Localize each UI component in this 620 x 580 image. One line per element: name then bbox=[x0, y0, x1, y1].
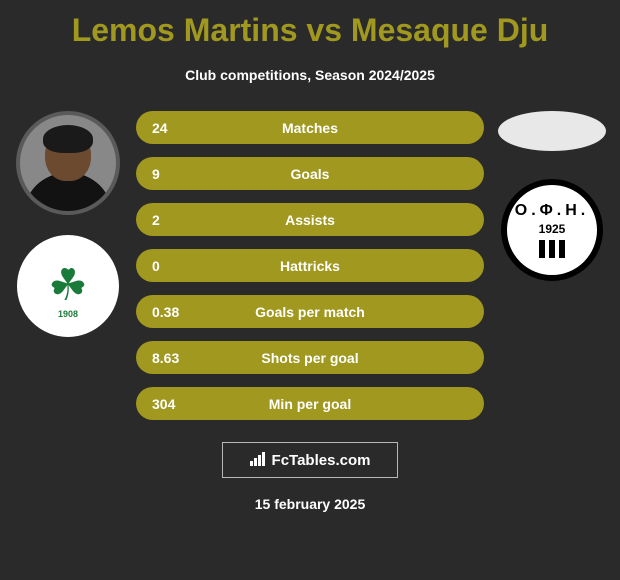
stat-row-goals: 9 Goals bbox=[136, 157, 484, 190]
stat-row-matches: 24 Matches bbox=[136, 111, 484, 144]
stat-row-hattricks: 0 Hattricks bbox=[136, 249, 484, 282]
brand-text: FcTables.com bbox=[272, 452, 371, 469]
stat-label: Goals per match bbox=[136, 304, 484, 320]
stat-row-assists: 2 Assists bbox=[136, 203, 484, 236]
brand-watermark[interactable]: FcTables.com bbox=[222, 442, 398, 478]
comparison-subtitle: Club competitions, Season 2024/2025 bbox=[0, 67, 620, 83]
stat-label: Assists bbox=[136, 212, 484, 228]
stat-label: Matches bbox=[136, 120, 484, 136]
left-player-column: ☘ 1908 bbox=[8, 111, 128, 337]
stat-label: Hattricks bbox=[136, 258, 484, 274]
brand-logo-icon bbox=[250, 452, 266, 469]
player-right-club-badge: Ο.Φ.Η. 1925 bbox=[501, 179, 603, 281]
club-left-year: 1908 bbox=[52, 308, 84, 320]
avatar-hair-shape bbox=[43, 125, 93, 153]
stat-row-shots-per-goal: 8.63 Shots per goal bbox=[136, 341, 484, 374]
stat-bars: 24 Matches 9 Goals 2 Assists 0 Hattricks… bbox=[136, 111, 484, 420]
stat-label: Goals bbox=[136, 166, 484, 182]
player-left-club-badge: ☘ 1908 bbox=[17, 235, 119, 337]
club-right-year: 1925 bbox=[515, 222, 589, 236]
player-right-photo-placeholder bbox=[498, 111, 606, 151]
content-area: ☘ 1908 Ο.Φ.Η. 1925 24 Matches 9 Goals 2 bbox=[0, 111, 620, 420]
right-player-column: Ο.Φ.Η. 1925 bbox=[492, 111, 612, 281]
ofi-badge-inner: Ο.Φ.Η. 1925 bbox=[515, 202, 589, 258]
stat-row-min-per-goal: 304 Min per goal bbox=[136, 387, 484, 420]
shamrock-icon: ☘ bbox=[48, 264, 87, 308]
stat-label: Shots per goal bbox=[136, 350, 484, 366]
club-right-text: Ο.Φ.Η. bbox=[515, 202, 589, 220]
snapshot-date: 15 february 2025 bbox=[0, 496, 620, 512]
player-left-photo bbox=[16, 111, 120, 215]
stat-row-goals-per-match: 0.38 Goals per match bbox=[136, 295, 484, 328]
comparison-title: Lemos Martins vs Mesaque Dju bbox=[0, 0, 620, 49]
stat-label: Min per goal bbox=[136, 396, 484, 412]
ofi-stripes-icon bbox=[515, 240, 589, 258]
